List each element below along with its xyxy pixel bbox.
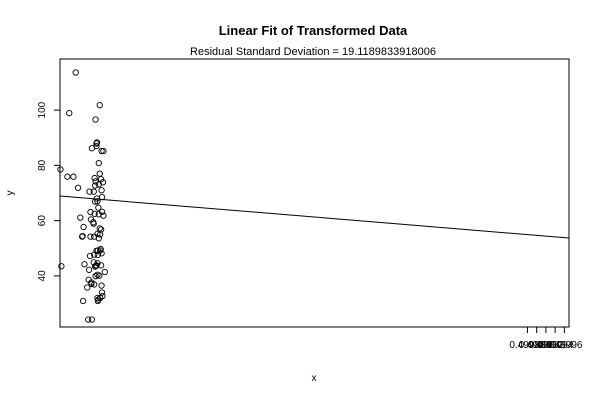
y-axis: 40 60 80 100: [37, 101, 60, 281]
x-axis-label: x: [312, 373, 317, 384]
data-point: [98, 289, 106, 296]
data-point: [96, 170, 103, 177]
data-point: [85, 316, 92, 323]
data-point: [100, 147, 107, 155]
data-point: [64, 173, 71, 180]
data-point: [93, 142, 100, 150]
data-point: [91, 281, 98, 288]
data-point: [96, 225, 103, 232]
y-tick-label: 40: [37, 270, 48, 282]
data-point: [85, 266, 93, 273]
data-point: [74, 184, 82, 191]
data-point: [98, 208, 106, 215]
data-point: [94, 230, 101, 238]
data-point: [95, 235, 102, 242]
y-tick-label: 100: [37, 101, 48, 118]
x-tick-label: 0.49990: [519, 340, 556, 351]
data-point: [91, 182, 99, 189]
plot-frame: [59, 58, 570, 328]
data-point: [79, 297, 87, 305]
data-point: [91, 210, 98, 217]
data-point: [57, 166, 64, 173]
chart-subtitle: Residual Standard Deviation = 19.1189833…: [190, 46, 436, 58]
data-point: [87, 208, 94, 216]
y-tick-label: 80: [37, 159, 48, 171]
data-point: [90, 188, 97, 195]
data-point: [86, 188, 93, 195]
data-point: [98, 147, 105, 155]
data-point: [97, 226, 105, 233]
data-point: [92, 116, 99, 123]
data-point: [95, 204, 102, 211]
data-point: [91, 174, 98, 182]
data-points: [57, 69, 108, 323]
x-tick-label: 0.49996: [546, 340, 583, 351]
chart-title: Linear Fit of Transformed Data: [219, 23, 408, 38]
data-point: [81, 261, 88, 268]
data-point: [86, 252, 94, 260]
data-point: [72, 69, 79, 76]
data-point: [66, 110, 73, 117]
y-tick-label: 60: [37, 215, 48, 227]
data-point: [97, 262, 105, 269]
data-point: [98, 250, 105, 257]
data-point: [84, 284, 91, 291]
data-point: [101, 268, 108, 276]
y-axis-label: y: [5, 191, 16, 196]
data-point: [77, 214, 84, 221]
data-point: [95, 296, 102, 303]
data-point: [87, 233, 94, 240]
data-point: [88, 316, 96, 323]
data-point: [97, 176, 105, 183]
data-point: [95, 160, 102, 167]
fit-line: [59, 195, 570, 239]
data-point: [96, 272, 103, 279]
data-point: [96, 101, 103, 109]
data-point: [90, 220, 97, 227]
data-point: [100, 212, 107, 219]
x-tick-label: 0.49992: [528, 340, 565, 351]
data-point: [98, 282, 105, 289]
data-point: [79, 232, 86, 240]
data-point: [58, 263, 65, 270]
x-tick-label: 0.49994: [537, 340, 574, 351]
data-point: [97, 245, 104, 253]
data-point: [98, 187, 105, 194]
data-point: [94, 198, 101, 205]
data-point: [92, 273, 99, 280]
data-point: [93, 139, 101, 146]
data-point: [99, 292, 106, 300]
x-tick-label: 0.49988: [509, 340, 546, 351]
data-point: [80, 223, 87, 231]
data-point: [99, 179, 107, 186]
data-point: [70, 173, 77, 180]
data-point: [88, 280, 95, 288]
